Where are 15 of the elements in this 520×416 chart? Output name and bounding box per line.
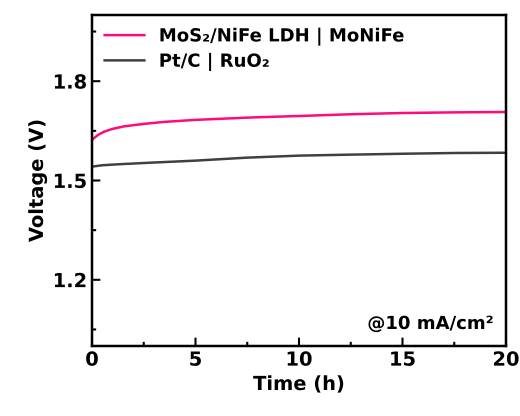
annotation: @10 mA/cm² (368, 316, 493, 332)
y-axis-title: Voltage (V) (28, 120, 48, 242)
legend-label: Pt/C | RuO₂ (160, 52, 269, 71)
y-tick-label: 1.8 (54, 74, 86, 89)
y-tick-label: 1.2 (54, 272, 86, 288)
line-series (92, 151, 506, 168)
line-series (92, 110, 506, 142)
x-tick-label: 0 (86, 351, 98, 366)
x-tick-label: 10 (288, 351, 312, 366)
legend-label: MoS₂/NiFe LDH | MoNiFe (160, 28, 404, 46)
x-tick-label: 15 (391, 351, 415, 366)
x-tick-label: 20 (494, 351, 519, 366)
y-tick-label: 1.5 (54, 174, 86, 188)
x-tick-label: 5 (190, 351, 201, 366)
x-axis-title: Time (h) (253, 375, 344, 393)
